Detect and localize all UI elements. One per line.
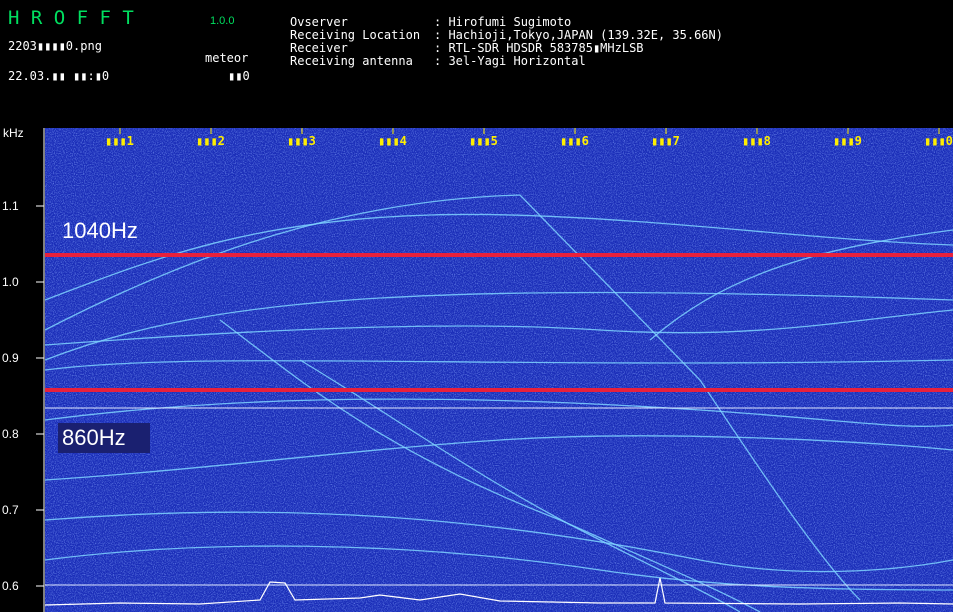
info-label: Receiving antenna	[290, 54, 413, 68]
app-version: 1.0.0	[210, 15, 234, 27]
time-mark: ▮▮▮9	[833, 134, 862, 148]
datetime: 22.03.▮▮ ▮▮:▮0	[8, 69, 109, 83]
marker-label: 860Hz	[62, 425, 126, 450]
meteor-traces	[44, 194, 953, 612]
mode: meteor	[205, 51, 248, 65]
time-mark: ▮▮▮8	[742, 134, 771, 148]
info-value: : 3el-Yagi Horizontal	[434, 54, 586, 68]
info-label: Receiving Location	[290, 28, 420, 42]
y-tick-label: 0.8	[2, 427, 19, 441]
marker-label-bg	[58, 423, 150, 453]
info-label: Ovserver	[290, 15, 348, 29]
time-mark: ▮▮▮5	[469, 134, 498, 148]
time-mark: ▮▮▮0	[924, 134, 953, 148]
app-title: H R O F F T	[8, 7, 134, 29]
time-mark: ▮▮▮4	[378, 134, 407, 148]
time-mark: ▮▮▮3	[287, 134, 316, 148]
time-mark: ▮▮▮7	[651, 134, 680, 148]
info-value: : RTL-SDR HDSDR 583785▮MHzLSB	[434, 41, 644, 55]
time-mark: ▮▮▮2	[196, 134, 225, 148]
y-tick-label: 1.0	[2, 275, 19, 289]
time-mark: ▮▮▮1	[105, 134, 134, 148]
spectrogram-noise	[45, 128, 953, 612]
y-tick-label: 0.7	[2, 503, 19, 517]
spectrum-line	[44, 577, 953, 606]
axis-unit: kHz	[3, 126, 24, 140]
header-bg	[0, 0, 953, 125]
marker-label: 1040Hz	[62, 218, 138, 243]
mode-value: ▮▮0	[228, 69, 250, 83]
y-tick-label: 0.9	[2, 351, 19, 365]
info-label: Receiver	[290, 41, 348, 55]
info-value: : Hachioji,Tokyo,JAPAN (139.32E, 35.66N)	[434, 28, 723, 42]
info-value: : Hirofumi Sugimoto	[434, 15, 571, 29]
y-tick-label: 0.6	[2, 579, 19, 593]
file-name: 2203▮▮▮▮0.png	[8, 39, 102, 53]
time-mark: ▮▮▮6	[560, 134, 589, 148]
y-tick-label: 1.1	[2, 199, 19, 213]
